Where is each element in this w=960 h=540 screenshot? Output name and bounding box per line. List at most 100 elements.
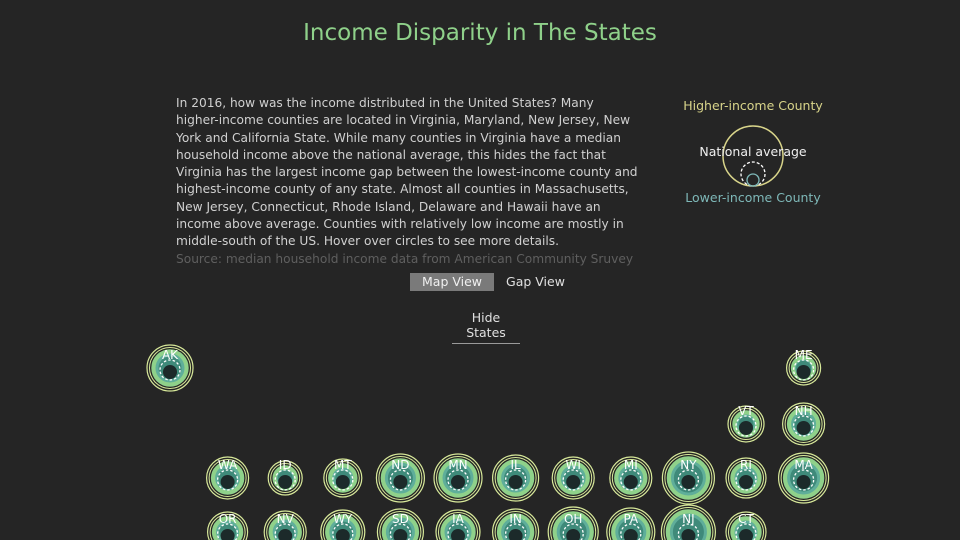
county-ring	[551, 456, 595, 500]
state-circle-wy[interactable]: WY	[320, 509, 366, 540]
county-ring	[209, 514, 246, 540]
county-ring	[730, 408, 762, 440]
state-circle-ia[interactable]: IA	[435, 509, 481, 540]
county-ring	[267, 460, 303, 496]
county-ring	[146, 344, 194, 392]
state-circle-ct[interactable]: CT	[725, 511, 767, 540]
state-circle-wa[interactable]: WA	[206, 456, 250, 500]
hide-states-button[interactable]: Hide States	[452, 310, 520, 344]
state-circle-or[interactable]: OR	[207, 511, 249, 540]
legend-national-average-label: National average	[699, 144, 807, 159]
state-label: ID	[279, 458, 292, 472]
lowest-income-core	[566, 529, 581, 540]
county-ring	[494, 457, 537, 499]
lowest-income-core	[739, 421, 753, 435]
county-ring	[781, 402, 826, 446]
state-label: PA	[623, 512, 638, 526]
state-circle-ny[interactable]: NY	[661, 451, 716, 505]
state-circle-nd[interactable]: ND	[375, 453, 425, 503]
state-circle-vt[interactable]: VT	[727, 404, 765, 443]
state-label: IN	[509, 512, 522, 526]
legend-circles-graphic	[722, 125, 784, 187]
lowest-income-core	[796, 421, 811, 435]
lowest-income-core	[681, 475, 696, 489]
gap-view-button[interactable]: Gap View	[506, 274, 565, 289]
intro-paragraph: In 2016, how was the income distributed …	[176, 96, 638, 249]
lowest-income-core	[623, 529, 638, 540]
county-ring	[728, 460, 764, 496]
state-circle-me[interactable]: ME	[785, 348, 822, 386]
national-average-ring	[620, 523, 642, 540]
county-ring	[663, 507, 714, 540]
county-ring	[609, 456, 653, 500]
county-ring	[554, 459, 593, 497]
state-circle-nj[interactable]: NJ	[660, 504, 716, 540]
national-average-ring	[792, 415, 815, 437]
county-ring	[780, 455, 827, 501]
state-label: OR	[219, 512, 237, 526]
lowest-income-core	[566, 475, 581, 489]
state-label: WI	[565, 458, 580, 472]
state-circle-ma[interactable]: MA	[777, 452, 830, 504]
state-circle-oh[interactable]: OH	[547, 506, 599, 540]
county-ring	[491, 454, 540, 502]
county-ring	[664, 454, 713, 502]
county-ring	[323, 458, 363, 498]
lowest-income-core	[508, 475, 523, 489]
county-ring	[492, 508, 540, 540]
national-average-ring	[562, 523, 584, 540]
county-ring	[785, 350, 822, 386]
national-average-ring	[504, 469, 527, 491]
map-view-button[interactable]: Map View	[410, 273, 495, 291]
county-ring	[320, 509, 366, 540]
state-label: ME	[795, 348, 813, 362]
state-circle-wi[interactable]: WI	[551, 456, 595, 500]
national-average-ring	[389, 469, 412, 491]
state-label: NY	[680, 458, 697, 472]
state-circle-mt[interactable]: MT	[323, 458, 363, 498]
county-ring	[376, 508, 424, 540]
county-ring	[606, 507, 656, 540]
state-circle-nv[interactable]: NV	[263, 510, 307, 540]
state-circle-sd[interactable]: SD	[376, 508, 424, 540]
state-circle-ak[interactable]: AK	[146, 344, 194, 392]
lowest-income-core	[739, 529, 753, 540]
national-average-ring	[562, 469, 584, 491]
county-ring	[727, 405, 765, 443]
state-circle-id[interactable]: ID	[267, 458, 303, 496]
state-circle-mi[interactable]: MI	[609, 456, 653, 500]
source-note: Source: median household income data fro…	[176, 251, 634, 266]
lowest-income-core	[335, 529, 350, 540]
national-average-ring	[677, 469, 700, 491]
national-average-ring	[274, 469, 296, 491]
county-ring	[611, 459, 650, 497]
legend-higher-income-label: Higher-income County	[683, 98, 823, 113]
state-label: IA	[452, 512, 465, 526]
view-toggle: Map View Gap View	[410, 273, 577, 291]
national-average-ring	[216, 523, 239, 540]
state-label: RI	[740, 458, 752, 472]
county-ring	[325, 461, 360, 495]
state-circle-mn[interactable]: MN	[433, 453, 483, 503]
state-circle-il[interactable]: IL	[491, 454, 540, 502]
lowest-income-core	[335, 475, 350, 489]
county-ring	[550, 509, 597, 540]
state-circle-in[interactable]: IN	[492, 508, 540, 540]
lowest-income-core	[796, 365, 811, 379]
state-circle-pa[interactable]: PA	[606, 507, 656, 540]
county-ring	[494, 511, 537, 540]
county-ring	[784, 405, 823, 443]
national-average-ring	[332, 469, 354, 491]
state-label: SD	[392, 512, 409, 526]
state-circle-ri[interactable]: RI	[725, 457, 767, 499]
state-circle-nh[interactable]: NH	[781, 402, 826, 446]
lowest-income-core	[220, 529, 235, 540]
lowest-income-core	[393, 475, 408, 489]
county-ring	[608, 510, 653, 540]
state-label: OH	[564, 512, 582, 526]
state-label: ND	[391, 458, 409, 472]
state-label: NV	[277, 512, 295, 526]
state-label: MI	[624, 458, 638, 472]
legend: Higher-income County National average Lo…	[680, 95, 826, 215]
